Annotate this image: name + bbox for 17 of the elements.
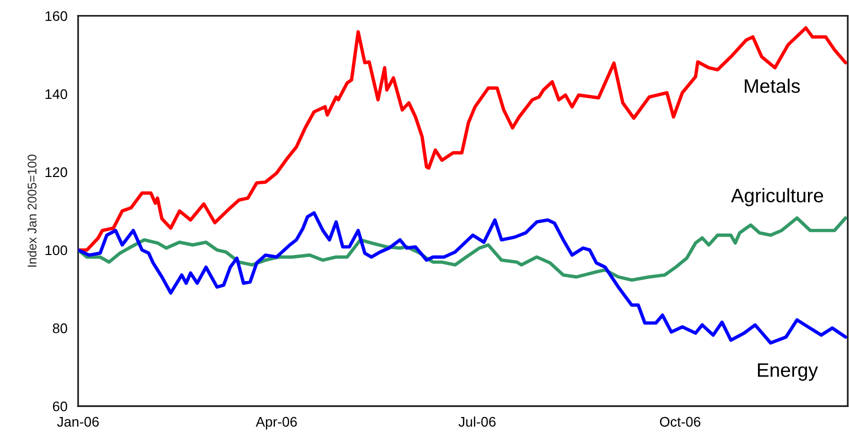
line-series <box>78 211 848 345</box>
series-label: Metals <box>744 78 800 93</box>
x-tick-label: Apr-06 <box>256 416 297 430</box>
line-series <box>78 216 848 282</box>
x-tick-label: Jan-06 <box>57 416 99 427</box>
line-series <box>78 26 848 252</box>
x-tick-label: Jul-06 <box>458 416 496 427</box>
y-tick-label: 100 <box>46 245 68 256</box>
y-tick-label: 120 <box>46 167 68 178</box>
series-label: Energy <box>758 363 818 381</box>
y-tick-label: 140 <box>46 89 68 100</box>
x-tick-label: Oct-06 <box>660 416 700 427</box>
y-tick-label: 160 <box>46 11 68 22</box>
series-label: Agriculture <box>731 188 824 206</box>
y-tick-label: 60 <box>52 401 68 412</box>
y-axis-title: Index Jan 2005=100 <box>27 154 36 267</box>
y-tick-label: 80 <box>52 323 68 334</box>
